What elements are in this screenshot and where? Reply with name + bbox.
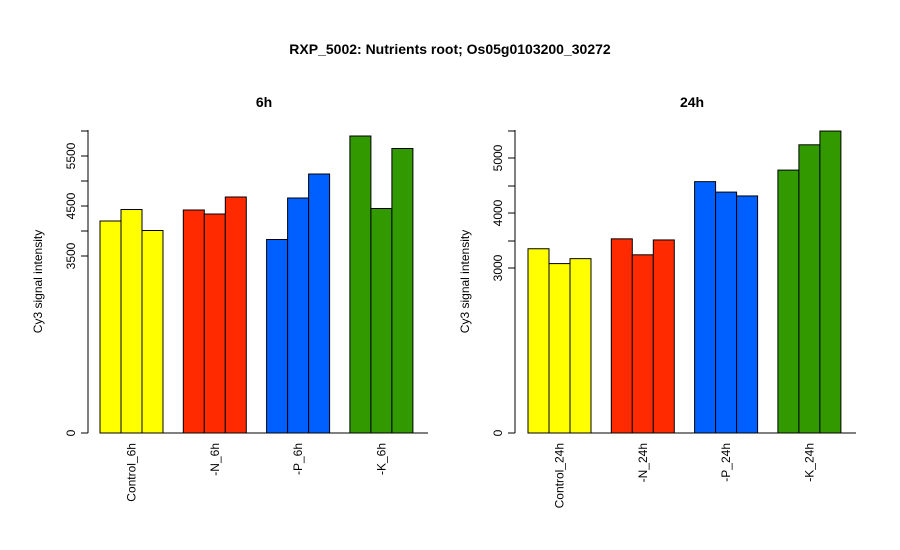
bar--K_24h-1 bbox=[777, 169, 800, 434]
bar--N_6h-1 bbox=[182, 209, 205, 434]
bar--P_24h-2 bbox=[715, 191, 738, 434]
bar-Control_24h-1 bbox=[527, 248, 550, 434]
y-tick-label: 4000 bbox=[491, 199, 505, 226]
chart-title: RXP_5002: Nutrients root; Os05g0103200_3… bbox=[289, 41, 611, 57]
y-axis-title: Cy3 signal intensity bbox=[458, 230, 472, 333]
y-tick-label: 4500 bbox=[64, 192, 78, 219]
x-tick-label: Control_6h bbox=[125, 443, 139, 502]
bar--K_6h-3 bbox=[391, 148, 414, 434]
bar-Control_6h-2 bbox=[120, 209, 143, 434]
bar-Control_6h-1 bbox=[99, 220, 122, 434]
bar-Control_6h-3 bbox=[141, 230, 164, 434]
panel-title: 6h bbox=[256, 94, 272, 110]
bar--K_6h-1 bbox=[349, 135, 372, 434]
y-tick-label: 5500 bbox=[64, 142, 78, 169]
bar--P_6h-2 bbox=[287, 197, 310, 434]
y-tick-label: 5000 bbox=[491, 144, 505, 171]
bar-Control_24h-2 bbox=[548, 263, 571, 434]
chart-panel-6h: 6h Control_6h -N_6h -P_6h -K_6h 0 3500 4500 5500… bbox=[31, 94, 428, 502]
x-tick-label: -N_24h bbox=[636, 443, 650, 482]
bar--P_6h-1 bbox=[266, 239, 289, 434]
y-axis-title: Cy3 signal intensity bbox=[31, 230, 45, 333]
chart-panel-24h: 24h Control_24h -N_24h -P_24h -K_24h 0 3000 400… bbox=[458, 94, 856, 508]
panel-title: 24h bbox=[680, 94, 704, 110]
x-tick-label: Control_24h bbox=[553, 443, 567, 508]
bar--N_24h-2 bbox=[631, 254, 654, 434]
bar--P_6h-3 bbox=[308, 173, 331, 434]
y-tick-label: 3500 bbox=[64, 242, 78, 269]
y-tick-label: 0 bbox=[64, 429, 78, 436]
y-tick-label: 0 bbox=[491, 429, 505, 436]
bar--K_6h-2 bbox=[370, 208, 393, 434]
bar--K_24h-3 bbox=[819, 130, 842, 434]
bar--N_6h-2 bbox=[203, 213, 226, 434]
x-tick-label: -K_6h bbox=[374, 443, 388, 475]
bar--N_24h-3 bbox=[652, 239, 675, 434]
bar--N_24h-1 bbox=[610, 238, 633, 434]
bar-Control_24h-3 bbox=[569, 258, 592, 434]
x-tick-label: -K_24h bbox=[802, 443, 816, 482]
x-tick-label: -N_6h bbox=[208, 443, 222, 476]
bar--N_6h-3 bbox=[224, 196, 247, 434]
bar--P_24h-1 bbox=[694, 181, 717, 434]
bar--K_24h-2 bbox=[798, 144, 821, 434]
x-tick-label: -P_6h bbox=[291, 443, 305, 475]
bar--P_24h-3 bbox=[736, 195, 759, 434]
y-tick-label: 3000 bbox=[491, 254, 505, 281]
x-tick-label: -P_24h bbox=[719, 443, 733, 482]
